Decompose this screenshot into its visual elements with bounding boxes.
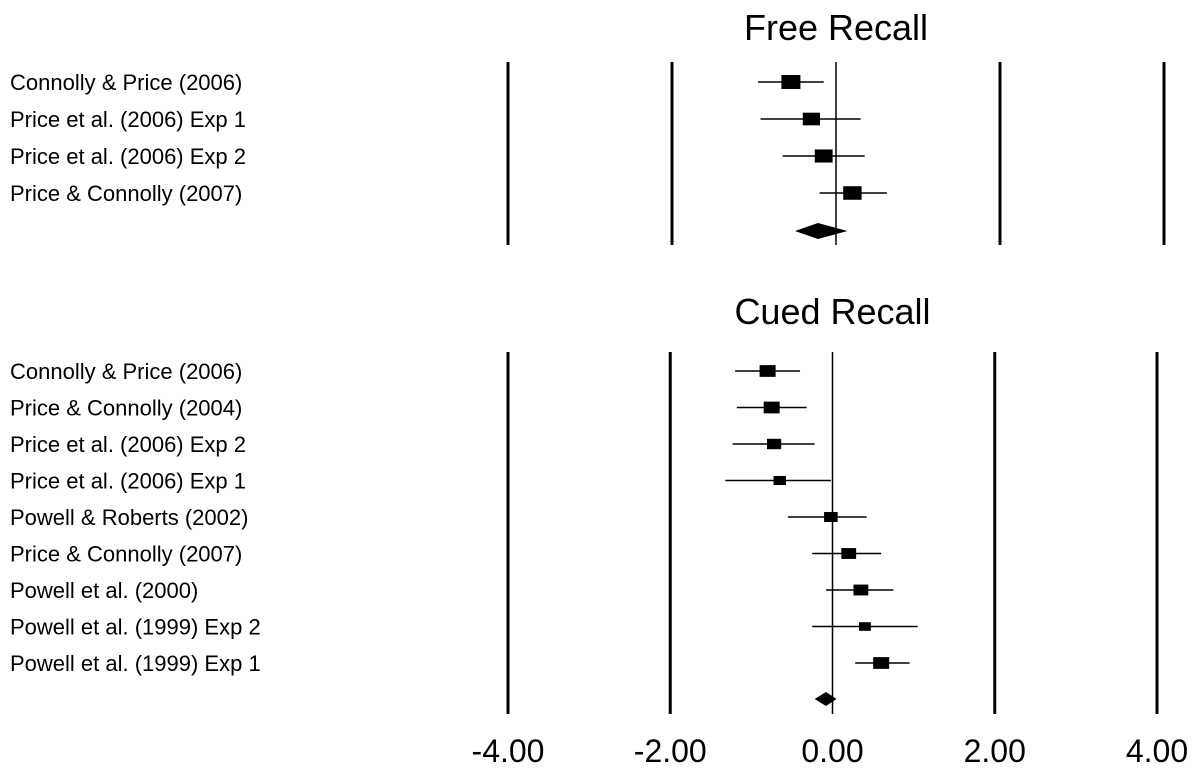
- study-label: Price et al. (2006) Exp 2: [10, 144, 246, 169]
- study-label: Powell et al. (1999) Exp 2: [10, 615, 261, 640]
- study-label: Powell et al. (1999) Exp 1: [10, 651, 261, 676]
- effect-marker: [802, 112, 820, 126]
- effect-marker: [843, 186, 862, 200]
- study-label: Price & Connolly (2007): [10, 181, 242, 206]
- panel-title: Free Recall: [744, 7, 928, 48]
- summary-diamond: [814, 692, 837, 706]
- study-label: Powell & Roberts (2002): [10, 505, 248, 530]
- effect-marker: [773, 475, 786, 486]
- effect-marker: [873, 657, 890, 669]
- effect-marker: [759, 365, 776, 377]
- study-label: Price & Connolly (2007): [10, 542, 242, 567]
- effect-marker: [814, 149, 833, 163]
- effect-marker: [841, 548, 857, 559]
- x-tick-label: 0.00: [801, 733, 863, 769]
- effect-marker: [859, 622, 871, 631]
- study-label: Powell et al. (2000): [10, 578, 198, 603]
- x-tick-label: -2.00: [634, 733, 707, 769]
- study-label: Connolly & Price (2006): [10, 70, 242, 95]
- x-tick-label: 2.00: [964, 733, 1026, 769]
- x-tick-label: -4.00: [472, 733, 545, 769]
- study-label: Price & Connolly (2004): [10, 396, 242, 421]
- study-label: Price et al. (2006) Exp 1: [10, 469, 246, 494]
- panel-title: Cued Recall: [734, 291, 930, 332]
- summary-diamond: [795, 223, 848, 239]
- study-label: Price et al. (2006) Exp 1: [10, 107, 246, 132]
- effect-marker: [853, 584, 869, 596]
- x-tick-label: 4.00: [1126, 733, 1188, 769]
- effect-marker: [781, 75, 801, 89]
- effect-marker: [763, 401, 780, 414]
- effect-marker: [766, 438, 782, 450]
- effect-marker: [824, 512, 838, 522]
- study-label: Connolly & Price (2006): [10, 359, 242, 384]
- study-label: Price et al. (2006) Exp 2: [10, 432, 246, 457]
